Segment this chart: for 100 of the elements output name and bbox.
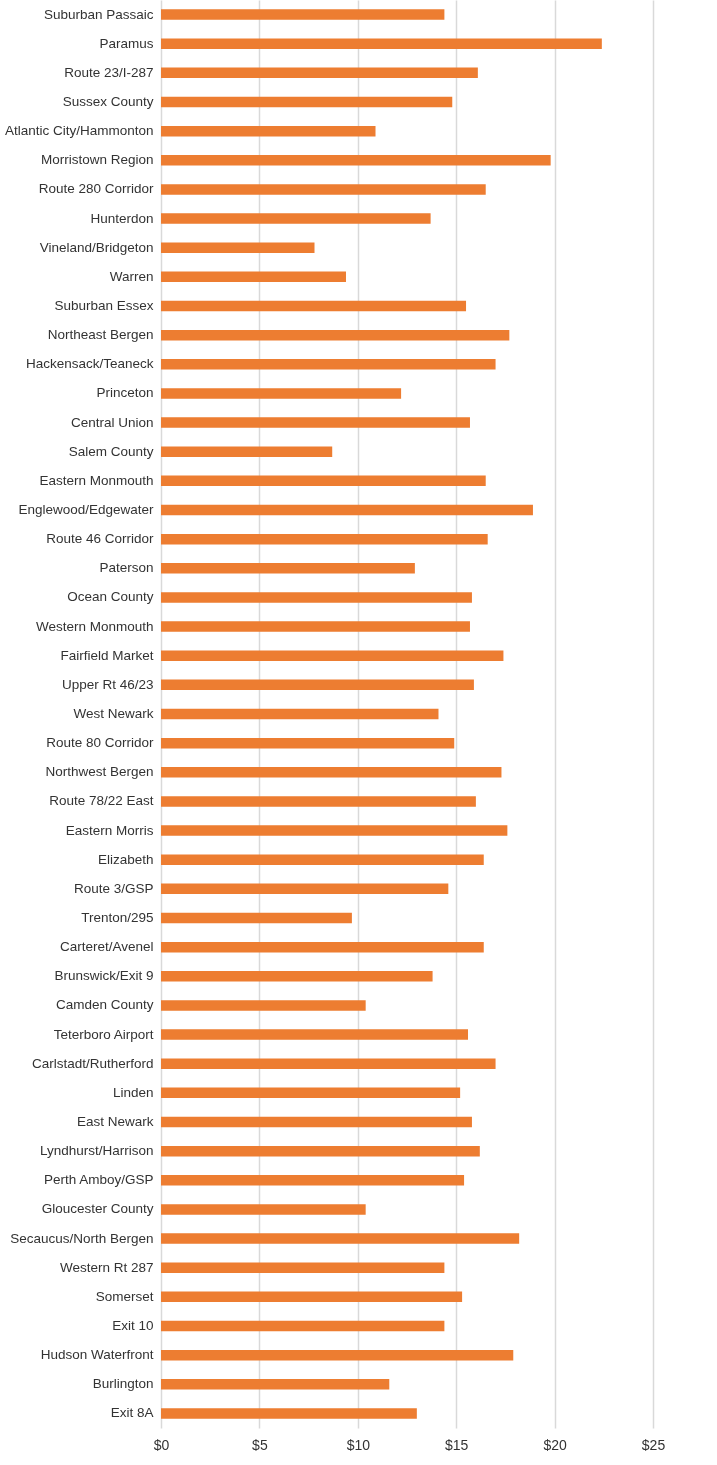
y-tick-label: Carlstadt/Rutherford <box>31 1055 154 1071</box>
y-tick-label: Exit 8A <box>110 1405 154 1421</box>
bar <box>161 1145 480 1157</box>
bar <box>161 1116 472 1128</box>
bar <box>161 1087 461 1099</box>
bar <box>161 971 433 982</box>
bar <box>161 912 352 924</box>
bar <box>161 388 402 399</box>
y-tick-label: Hackensack/Teaneck <box>25 356 154 372</box>
bar <box>161 475 486 487</box>
y-tick-label: Western Monmouth <box>35 618 154 634</box>
bar <box>161 155 551 166</box>
y-tick-label: Somerset <box>95 1288 154 1304</box>
y-tick-label: Route 3/GSP <box>73 880 154 896</box>
bar <box>161 737 455 749</box>
y-tick-label: Exit 10 <box>112 1318 154 1333</box>
bar <box>161 242 315 253</box>
bar <box>161 1320 445 1332</box>
bar <box>161 708 439 720</box>
bar <box>161 67 478 79</box>
bar <box>161 1262 445 1273</box>
x-tick-label: $10 <box>346 1436 371 1453</box>
bar <box>161 300 467 312</box>
bar <box>161 184 486 195</box>
y-tick-label: Vineland/Bridgeton <box>39 239 154 255</box>
bar <box>161 941 484 953</box>
y-tick-label: Suburban Passaic <box>43 6 154 22</box>
y-tick-label: Princeton <box>96 385 154 401</box>
bar <box>161 125 376 137</box>
bar <box>161 1029 469 1040</box>
y-tick-label: Route 80 Corridor <box>46 735 154 751</box>
y-tick-label: Paterson <box>99 560 154 576</box>
y-tick-label: Upper Rt 46/23 <box>61 676 154 692</box>
y-tick-label: Eastern Morris <box>65 822 154 838</box>
y-tick-label: Perth Amboy/GSP <box>43 1172 154 1188</box>
y-tick-label: Trenton/295 <box>81 910 154 925</box>
y-tick-label: Suburban Essex <box>54 298 154 313</box>
y-tick-label: Paramus <box>99 35 154 51</box>
bar <box>161 1291 463 1303</box>
bar <box>161 1058 496 1069</box>
bar <box>161 1204 366 1215</box>
bar <box>161 621 470 632</box>
bar <box>161 1175 465 1186</box>
y-tick-label: Route 280 Corridor <box>38 181 154 197</box>
y-tick-label: Secaucus/North Bergen <box>10 1230 154 1246</box>
y-tick-label: Carteret/Avenel <box>59 939 154 955</box>
bar <box>161 854 484 865</box>
x-tick-label: $5 <box>252 1436 268 1453</box>
y-tick-label: Sussex County <box>62 94 154 109</box>
y-tick-label: Northwest Bergen <box>45 764 154 780</box>
y-tick-label: Atlantic City/Hammonton <box>4 123 154 139</box>
bar <box>161 504 533 516</box>
y-tick-label: Eastern Monmouth <box>39 472 154 488</box>
y-tick-label: Route 46 Corridor <box>46 531 154 547</box>
bar <box>161 825 508 836</box>
y-tick-label: Hunterdon <box>90 210 154 226</box>
y-tick-label: Lyndhurst/Harrison <box>39 1143 154 1159</box>
bar <box>161 213 431 224</box>
y-tick-label: Fairfield Market <box>60 647 154 663</box>
x-tick-label: $25 <box>641 1436 666 1453</box>
y-tick-label: Brunswick/Exit 9 <box>54 968 154 984</box>
bar <box>161 329 510 341</box>
bar <box>161 417 470 428</box>
bar <box>161 446 333 457</box>
y-tick-label: Route 23/I-287 <box>64 64 154 80</box>
y-tick-label: Linden <box>112 1084 154 1100</box>
x-tick-label: $15 <box>445 1436 469 1453</box>
y-tick-label: Warren <box>109 268 154 284</box>
y-tick-label: Northeast Bergen <box>47 327 154 343</box>
x-tick-label: $20 <box>543 1436 567 1453</box>
y-tick-label: Elizabeth <box>97 851 154 867</box>
y-tick-label: Englewood/Edgewater <box>18 502 154 517</box>
y-tick-label: Teterboro Airport <box>53 1026 154 1042</box>
bar <box>161 650 504 661</box>
bar <box>161 271 346 283</box>
y-tick-label: Ocean County <box>67 589 154 605</box>
bar <box>161 1408 417 1419</box>
y-tick-label: Morristown Region <box>40 152 154 168</box>
bar <box>161 1233 520 1244</box>
bar <box>161 38 602 49</box>
y-tick-label: Western Rt 287 <box>59 1259 154 1275</box>
y-tick-label: East Newark <box>76 1114 154 1129</box>
x-tick-label: $0 <box>153 1436 170 1453</box>
y-tick-label: Central Union <box>70 414 154 430</box>
bar <box>161 592 472 603</box>
y-tick-label: Route 78/22 East <box>49 793 154 809</box>
y-tick-label: Gloucester County <box>41 1201 154 1217</box>
bar <box>161 533 488 545</box>
y-tick-label: Burlington <box>92 1376 154 1392</box>
bar <box>161 1349 514 1361</box>
bar <box>161 796 476 807</box>
bar <box>161 1379 390 1390</box>
bar <box>161 9 445 20</box>
bar <box>161 883 449 895</box>
y-tick-label: Camden County <box>55 997 154 1013</box>
bar <box>161 767 502 778</box>
y-tick-label: Hudson Waterfront <box>40 1347 154 1363</box>
bar <box>161 563 415 574</box>
y-tick-label: Salem County <box>68 443 154 459</box>
bar <box>161 679 474 691</box>
